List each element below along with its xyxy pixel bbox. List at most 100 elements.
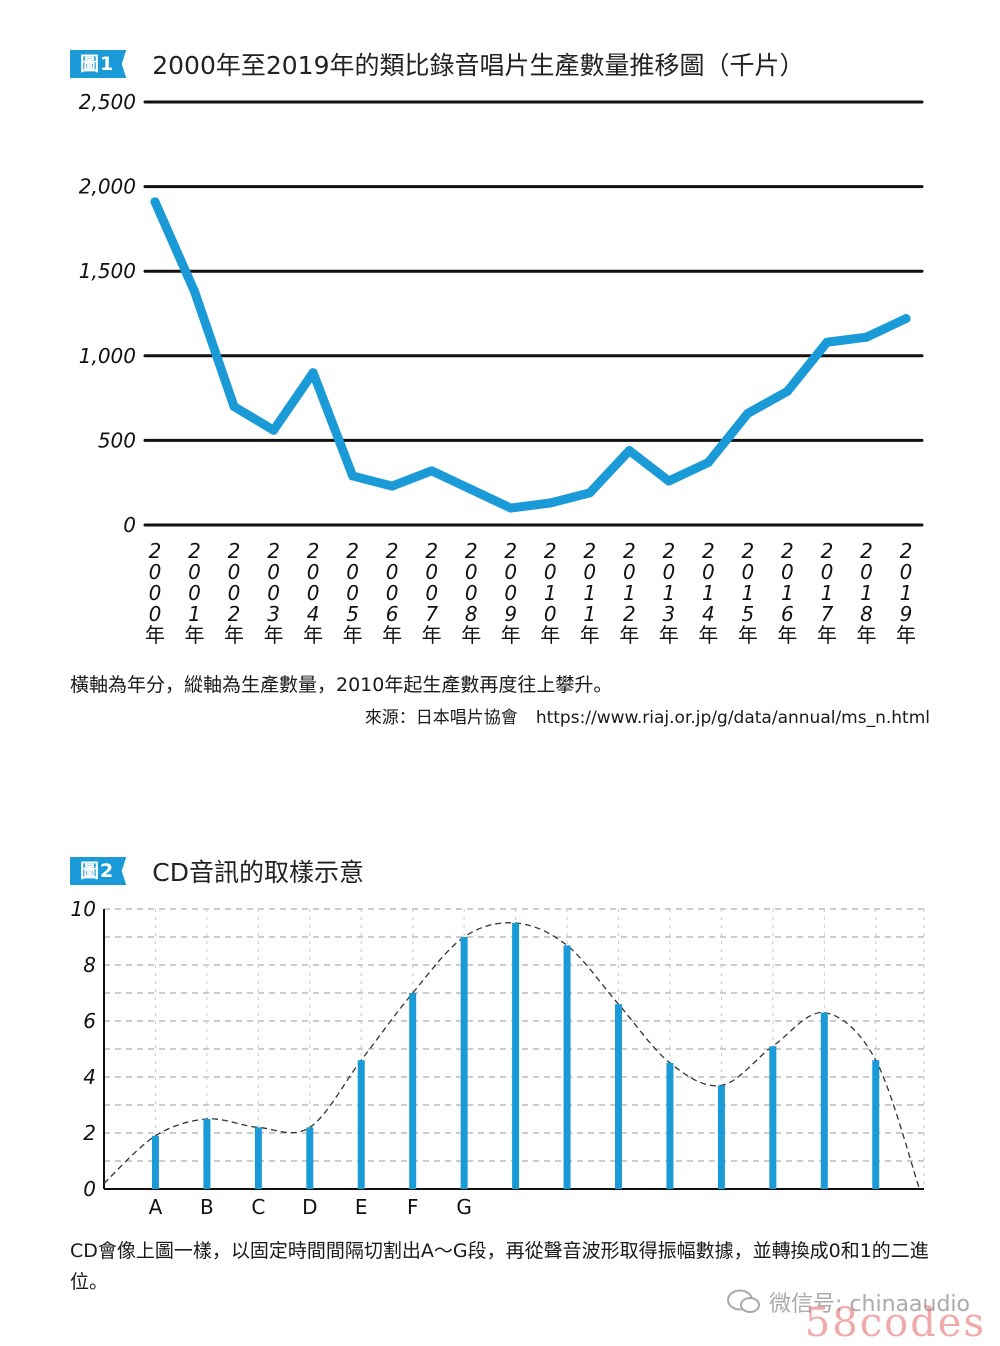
sample-bar-2: [203, 1119, 211, 1189]
x-tick-label-2010年: 2010年: [540, 539, 560, 647]
data-point-2016年: [782, 386, 792, 396]
x-label-F: F: [407, 1195, 419, 1219]
x-tick-char: 2: [583, 539, 596, 563]
figure1-caption: 橫軸為年分，縱軸為生產數量，2010年起生產數再度往上攀升。: [70, 674, 613, 696]
x-tick-char: 0: [702, 560, 715, 584]
x-tick-char: 5: [346, 602, 359, 626]
x-tick-char: 0: [504, 581, 517, 605]
x-tick-char: 1: [821, 581, 834, 605]
x-tick-char: 0: [662, 560, 675, 584]
x-tick-char: 1: [860, 581, 873, 605]
x-tick-char: 2: [465, 539, 478, 563]
x-tick-char: 2: [623, 539, 636, 563]
x-tick-label-2000年: 2000年: [145, 539, 165, 647]
y-tick-label: 8: [83, 953, 96, 977]
data-point-2018年: [861, 332, 871, 342]
x-tick-char: 0: [821, 560, 834, 584]
source-url[interactable]: https://www.riaj.or.jp/g/data/annual/ms_…: [535, 708, 930, 728]
x-tick-char: 6: [386, 602, 399, 626]
sample-bar-11: [666, 1063, 674, 1189]
figure1-tag: 圖1: [70, 50, 127, 78]
sample-bar-12: [717, 1085, 725, 1189]
y-tick-label: 2: [83, 1121, 96, 1145]
data-point-2007年: [427, 466, 437, 476]
sample-bar-4: [306, 1127, 314, 1189]
sample-bar-1: [151, 1135, 159, 1189]
x-tick-char: 7: [425, 602, 438, 626]
y-tick-label: 10: [71, 897, 96, 921]
x-tick-char: 4: [307, 602, 320, 626]
x-tick-char: 0: [386, 560, 399, 584]
x-tick-char: 0: [623, 560, 636, 584]
x-tick-char: 0: [425, 560, 438, 584]
x-tick-char: 2: [781, 539, 794, 563]
x-tick-char: 年: [422, 623, 442, 647]
sampling-chart: 0 2 4 6 8 10 A B C D E F G: [71, 897, 925, 1219]
x-tick-char: 6: [781, 602, 794, 626]
x-tick-char: 0: [267, 581, 280, 605]
data-point-2019年: [901, 314, 911, 324]
x-tick-char: 1: [623, 581, 636, 605]
x-tick-char: 年: [777, 623, 797, 647]
x-tick-char: 年: [343, 623, 363, 647]
x-tick-char: 0: [781, 560, 794, 584]
watermark-text: 微信号: chinaaudio: [769, 1292, 970, 1317]
figure1-header: 圖1 2000年至2019年的類比錄音唱片生產數量推移圖（千片）: [70, 46, 804, 82]
x-tick-char: 0: [465, 560, 478, 584]
x-label-A: A: [149, 1195, 163, 1219]
x-tick-char: 2: [742, 539, 755, 563]
data-point-2012年: [624, 446, 634, 456]
x-tick-char: 0: [307, 581, 320, 605]
x-tick-char: 2: [702, 539, 715, 563]
x-tick-char: 1: [781, 581, 794, 605]
x-label-C: C: [251, 1195, 265, 1219]
x-tick-char: 0: [188, 560, 201, 584]
x-tick-char: 2: [267, 539, 280, 563]
x-tick-char: 0: [307, 560, 320, 584]
x-label-B: B: [200, 1195, 214, 1219]
figure2-title: CD音訊的取樣示意: [152, 858, 364, 887]
data-point-2006年: [387, 481, 397, 491]
x-tick-char: 年: [896, 623, 916, 647]
sample-bar-5: [357, 1060, 365, 1189]
x-tick-char: 2: [821, 539, 834, 563]
y-tick-label: 2,000: [79, 175, 136, 199]
x-tick-char: 0: [149, 581, 162, 605]
x-tick-char: 9: [504, 602, 517, 626]
x-tick-char: 2: [188, 539, 201, 563]
data-point-2002年: [229, 402, 239, 412]
x-tick-char: 0: [149, 560, 162, 584]
x-tick-char: 8: [860, 602, 873, 626]
sample-bar-3: [254, 1127, 262, 1189]
x-tick-char: 年: [619, 623, 639, 647]
x-tick-char: 2: [228, 539, 241, 563]
x-tick-char: 1: [544, 581, 557, 605]
y-tick-label: 1,000: [79, 344, 136, 368]
x-tick-char: 0: [900, 560, 913, 584]
data-point-2009年: [506, 503, 516, 513]
sample-bar-10: [615, 1004, 622, 1189]
x-tick-char: 5: [742, 602, 755, 626]
x-tick-char: 0: [544, 560, 557, 584]
x-tick-char: 1: [742, 581, 755, 605]
x-tick-char: 0: [583, 560, 596, 584]
x-tick-char: 2: [544, 539, 557, 563]
sound-wave: [103, 922, 921, 1190]
x-tick-char: 0: [386, 581, 399, 605]
x-tick-label-2019年: 2019年: [896, 539, 916, 647]
y-tick-label: 500: [98, 428, 136, 452]
x-tick-char: 年: [738, 623, 758, 647]
x-tick-char: 1: [583, 602, 596, 626]
x-tick-char: 0: [425, 581, 438, 605]
y-tick-label: 6: [83, 1009, 96, 1033]
x-tick-char: 年: [659, 623, 679, 647]
